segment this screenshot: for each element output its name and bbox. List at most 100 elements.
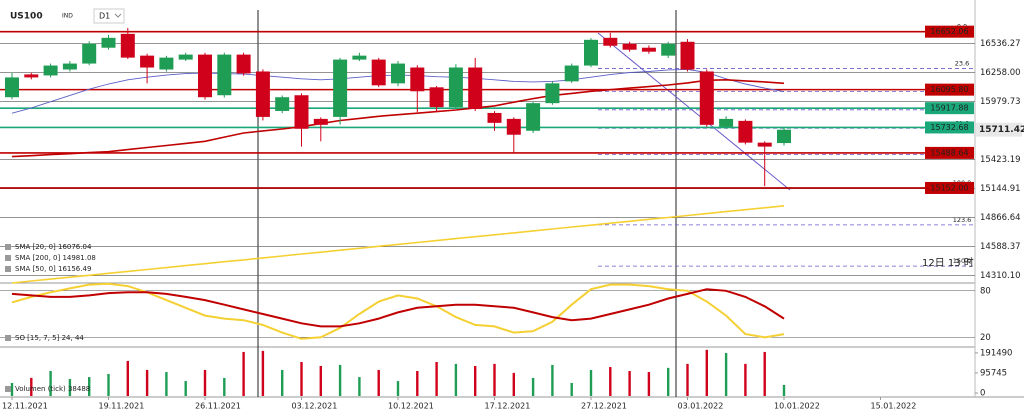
- volume-bar: [203, 369, 207, 396]
- oscillator-line: [11, 288, 785, 328]
- candle-body: [159, 57, 174, 70]
- legend-entry: SMA [20, 0] 16076.04: [15, 243, 92, 251]
- candle-body: [680, 41, 695, 70]
- candle-body: [468, 67, 483, 109]
- legend-icon: [5, 266, 11, 272]
- candle-body: [622, 43, 637, 50]
- volume-bar: [223, 377, 226, 396]
- volume-bar: [126, 360, 129, 396]
- volume-bar: [686, 363, 689, 396]
- volume-bar: [782, 384, 786, 396]
- x-tick-label: 10.01.2022: [774, 402, 820, 411]
- volume-bar: [107, 373, 110, 396]
- candle-body: [24, 74, 39, 78]
- candle-body: [217, 54, 232, 96]
- y-tick-label: 95745: [980, 368, 1007, 378]
- fib-label: 23.6: [955, 60, 969, 68]
- candle-body: [313, 118, 328, 125]
- candle-body: [448, 67, 463, 108]
- candle-body: [526, 103, 541, 131]
- y-tick-label: 191490: [980, 348, 1012, 358]
- trend-line: [597, 32, 791, 191]
- current-price-label: 15711.42: [979, 125, 1024, 135]
- y-tick-label: 80: [980, 286, 991, 296]
- volume-bar: [609, 367, 612, 396]
- legend-entry: SO [15, 7, 5] 24, 44: [15, 334, 84, 342]
- volume-bar: [474, 365, 477, 396]
- y-tick-label: 14310.10: [980, 271, 1021, 281]
- volume-bar: [744, 363, 747, 396]
- x-tick-label: 27.12.2021: [581, 402, 627, 411]
- candle-body: [101, 37, 116, 48]
- y-tick-label: 15423.19: [980, 155, 1021, 165]
- volume-bar: [416, 371, 419, 396]
- candle-body: [371, 59, 386, 86]
- volume-bar: [589, 369, 593, 396]
- candle-body: [178, 54, 193, 60]
- candle-body: [294, 95, 309, 129]
- price-level-label: 15152.00: [930, 183, 968, 192]
- volume-bar: [435, 361, 438, 396]
- candle-body: [661, 43, 676, 56]
- volume-bar: [454, 363, 458, 396]
- price-level-label: 16652.06: [930, 27, 968, 36]
- volume-bar: [358, 377, 361, 396]
- legend-entry: SMA [50, 0] 16156.49: [15, 265, 91, 273]
- volume-bar: [763, 351, 766, 396]
- volume-bar: [377, 369, 380, 396]
- candle-body: [641, 47, 656, 52]
- x-tick-label: 19.11.2021: [99, 402, 145, 411]
- volume-bar: [396, 381, 400, 396]
- candle-body: [584, 39, 598, 66]
- x-tick-label: 15.01.2022: [871, 402, 917, 411]
- legend-icon: [5, 386, 11, 392]
- y-tick-label: 14866.64: [980, 213, 1021, 223]
- legend-icon: [5, 335, 11, 341]
- candle-body: [43, 65, 58, 76]
- legend-icon: [5, 255, 11, 261]
- fib-label: 123.6: [953, 216, 972, 224]
- candle-body: [255, 71, 270, 117]
- legend-entry: Volumen (tick) 38488: [15, 385, 90, 393]
- legend-icon: [5, 244, 11, 250]
- price-level-box: [925, 146, 974, 159]
- volume-bar: [667, 367, 670, 396]
- volume-bar: [512, 372, 515, 396]
- volume-bar: [551, 364, 554, 396]
- price-level-box: [925, 25, 974, 38]
- oscillator-line: [11, 282, 785, 340]
- x-tick-label: 10.12.2021: [388, 402, 434, 411]
- y-tick-label: 16258.00: [980, 68, 1021, 78]
- volume-bar: [724, 352, 728, 396]
- candle-body: [5, 77, 19, 98]
- y-tick-label: 15144.91: [980, 184, 1021, 194]
- price-level-label: 15732.68: [930, 123, 968, 132]
- volume-bar: [338, 364, 342, 396]
- candle-body: [603, 37, 618, 46]
- volume-bar: [570, 382, 573, 396]
- plot: 16536.27 16258.00 15979.73 15423.19 15144.91…: [0, 23, 1024, 411]
- candle-body: [275, 97, 290, 111]
- volume-bar: [242, 351, 245, 396]
- x-tick-label: 03.01.2022: [678, 402, 724, 411]
- y-tick-label: 0: [980, 389, 985, 399]
- candle-body: [564, 65, 579, 82]
- volume-bar: [705, 349, 708, 396]
- volume-bar: [165, 372, 168, 396]
- volume-bar: [319, 365, 322, 396]
- volume-bar: [184, 381, 187, 396]
- y-tick-label: 20: [980, 333, 991, 343]
- price-level-label: 15488.64: [930, 148, 968, 157]
- price-level-box: [925, 83, 974, 96]
- candle-body: [410, 67, 425, 92]
- candle-body: [487, 112, 502, 123]
- x-tick-label: 03.12.2021: [292, 402, 338, 411]
- volume-bar: [493, 363, 496, 396]
- timeframe-dropdown[interactable]: [93, 8, 125, 24]
- candle-body: [333, 59, 348, 117]
- volume-bar: [531, 377, 535, 396]
- candle-body: [62, 63, 77, 70]
- price-level-label: 16095.80: [930, 85, 968, 94]
- market: IND: [62, 13, 73, 20]
